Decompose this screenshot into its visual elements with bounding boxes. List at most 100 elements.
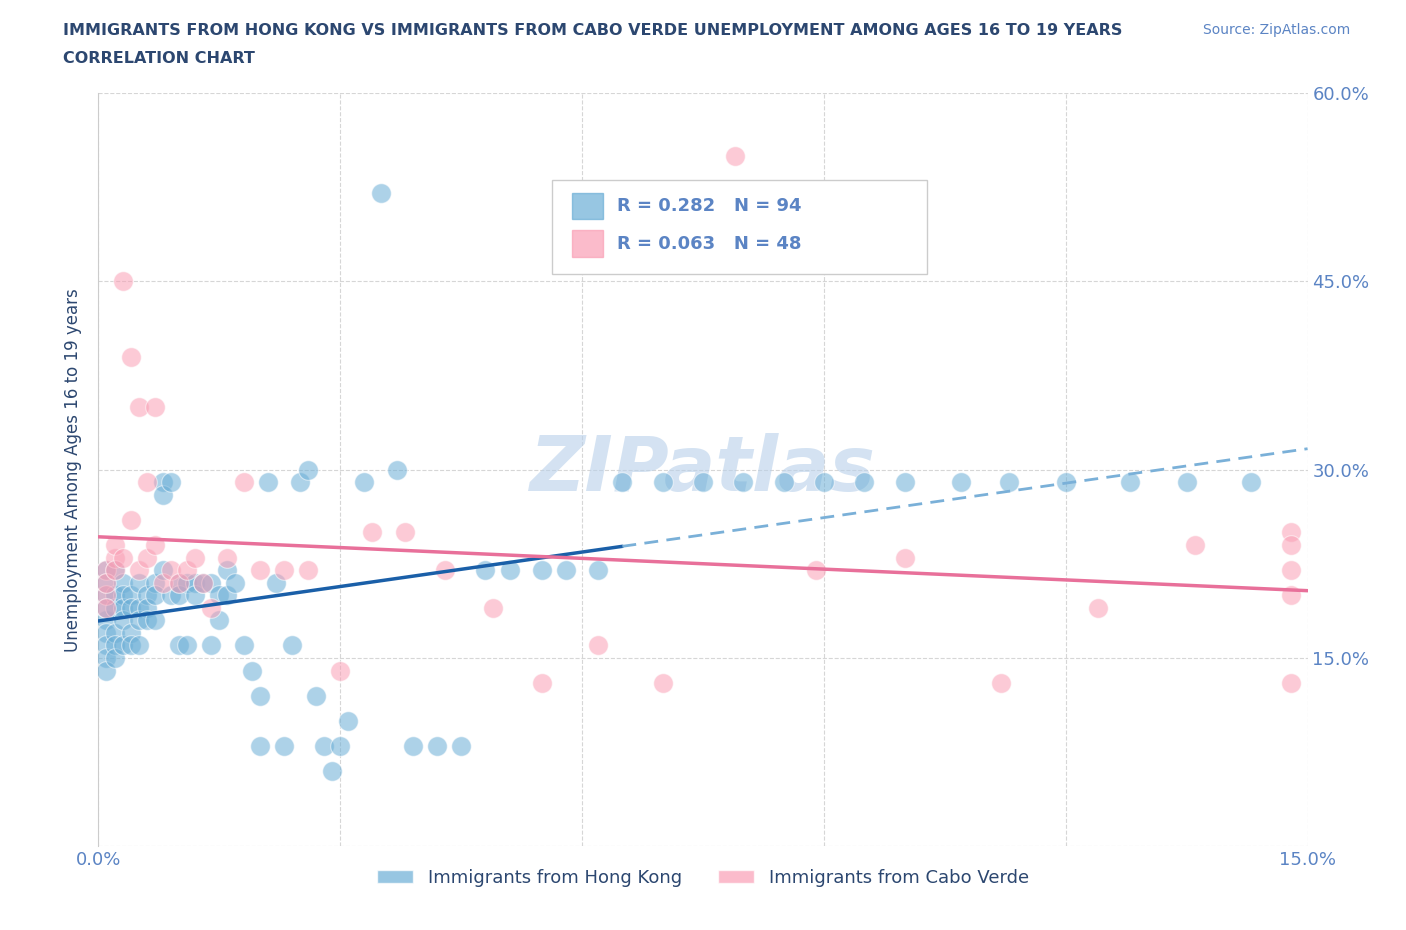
Point [96, 601, 118, 616]
Point [949, 474, 972, 489]
Point [128, 613, 150, 628]
Point [128, 638, 150, 653]
Point [176, 638, 198, 653]
Point [264, 575, 287, 591]
Y-axis label: Unemployment Among Ages 16 to 19 years: Unemployment Among Ages 16 to 19 years [65, 287, 83, 652]
Point [530, 675, 553, 690]
Point [692, 474, 714, 489]
Point [385, 462, 408, 477]
Point [402, 738, 425, 753]
Point [893, 550, 915, 565]
Point [1240, 474, 1263, 489]
Point [111, 601, 134, 616]
Point [111, 273, 134, 288]
Point [103, 563, 125, 578]
Point [96, 575, 118, 591]
Point [103, 651, 125, 666]
Point [135, 550, 157, 565]
Point [143, 575, 166, 591]
Point [273, 738, 295, 753]
Point [167, 638, 190, 653]
Point [193, 575, 215, 591]
Bar [572, 193, 603, 219]
Point [152, 487, 174, 502]
Bar [572, 231, 603, 257]
Point [772, 474, 794, 489]
FancyBboxPatch shape [551, 179, 927, 273]
Point [143, 538, 166, 552]
Point [450, 738, 472, 753]
Point [329, 663, 352, 678]
Point [143, 588, 166, 603]
Point [120, 588, 142, 603]
Point [208, 613, 231, 628]
Point [1281, 563, 1303, 578]
Point [249, 563, 271, 578]
Point [353, 474, 375, 489]
Point [281, 638, 304, 653]
Point [128, 563, 150, 578]
Point [103, 601, 125, 616]
Point [733, 474, 755, 489]
Point [96, 588, 118, 603]
Point [1119, 474, 1142, 489]
Point [329, 738, 352, 753]
Point [651, 474, 673, 489]
Point [184, 550, 207, 565]
Point [143, 400, 166, 415]
Point [152, 575, 174, 591]
Point [135, 474, 157, 489]
Point [724, 148, 747, 163]
Point [103, 563, 125, 578]
Point [111, 575, 134, 591]
Point [103, 625, 125, 640]
Point [176, 563, 198, 578]
Point [128, 400, 150, 415]
Point [297, 563, 319, 578]
Point [586, 638, 609, 653]
Point [111, 638, 134, 653]
Point [474, 563, 496, 578]
Point [152, 474, 174, 489]
Point [321, 764, 343, 778]
Point [160, 588, 183, 603]
Point [184, 575, 207, 591]
Text: IMMIGRANTS FROM HONG KONG VS IMMIGRANTS FROM CABO VERDE UNEMPLOYMENT AMONG AGES : IMMIGRANTS FROM HONG KONG VS IMMIGRANTS … [63, 23, 1122, 38]
Point [96, 575, 118, 591]
Point [530, 563, 553, 578]
Point [103, 638, 125, 653]
Point [1281, 675, 1303, 690]
Point [135, 601, 157, 616]
Point [612, 474, 634, 489]
Point [273, 563, 295, 578]
Point [96, 563, 118, 578]
Point [184, 588, 207, 603]
Point [103, 588, 125, 603]
Point [143, 613, 166, 628]
Point [217, 563, 239, 578]
Point [167, 588, 190, 603]
Point [176, 575, 198, 591]
Point [370, 186, 392, 201]
Point [96, 663, 118, 678]
Point [1087, 601, 1109, 616]
Point [1281, 538, 1303, 552]
Legend: Immigrants from Hong Kong, Immigrants from Cabo Verde: Immigrants from Hong Kong, Immigrants fr… [370, 861, 1036, 894]
Point [256, 474, 278, 489]
Point [1184, 538, 1206, 552]
Point [208, 588, 231, 603]
Point [337, 713, 360, 728]
Point [128, 575, 150, 591]
Point [813, 474, 835, 489]
Point [160, 563, 183, 578]
Point [120, 601, 142, 616]
Point [120, 349, 142, 364]
Point [1281, 525, 1303, 539]
Point [96, 601, 118, 616]
Point [135, 613, 157, 628]
Point [224, 575, 246, 591]
Point [361, 525, 384, 539]
Text: Source: ZipAtlas.com: Source: ZipAtlas.com [1202, 23, 1350, 37]
Point [232, 638, 254, 653]
Point [434, 563, 457, 578]
